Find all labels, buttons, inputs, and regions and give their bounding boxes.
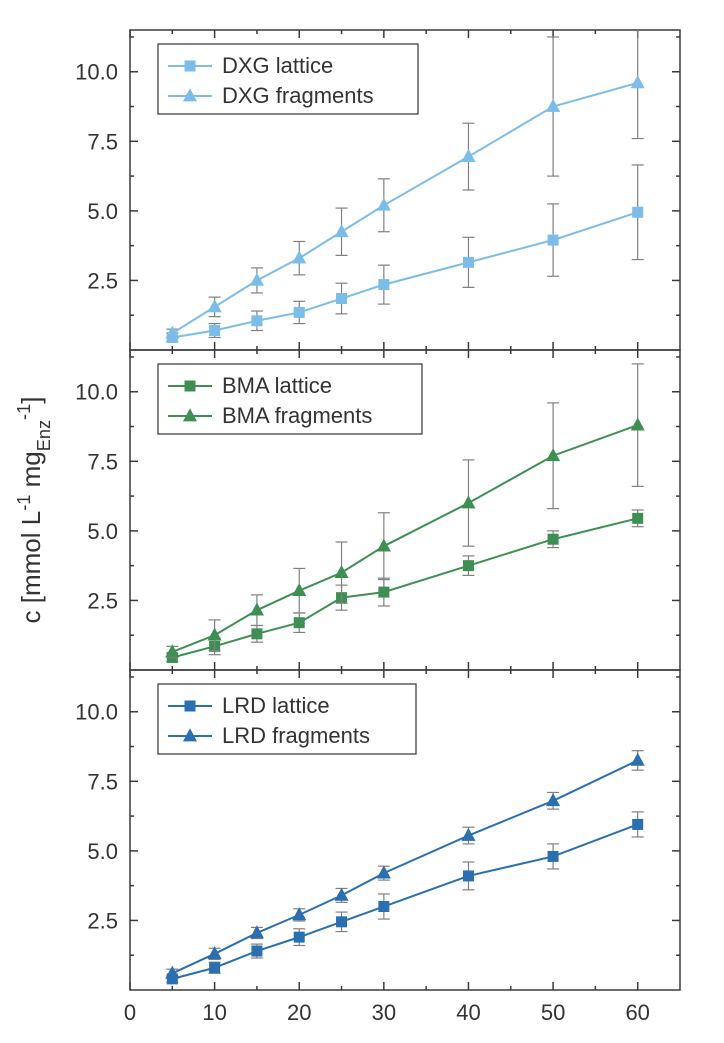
svg-text:LRD lattice: LRD lattice [222,693,330,718]
svg-text:7.5: 7.5 [87,449,118,474]
svg-text:7.5: 7.5 [87,769,118,794]
svg-text:30: 30 [372,1000,396,1025]
chart-container: 2.5 5.0 7.5 10.0 DXG lattice DXG fragments 2.5… [0,0,724,1038]
svg-text:10.0: 10.0 [75,60,118,85]
svg-text:7.5: 7.5 [87,129,118,154]
svg-text:40: 40 [456,1000,480,1025]
svg-text:5.0: 5.0 [87,519,118,544]
svg-text:0: 0 [124,1000,136,1025]
svg-text:50: 50 [541,1000,565,1025]
svg-text:2.5: 2.5 [87,268,118,293]
svg-text:2.5: 2.5 [87,588,118,613]
svg-text:2.5: 2.5 [87,908,118,933]
svg-text:10: 10 [202,1000,226,1025]
svg-text:DXG lattice: DXG lattice [222,53,333,78]
svg-text:BMA lattice: BMA lattice [222,373,332,398]
svg-text:BMA fragments: BMA fragments [222,403,372,428]
svg-text:20: 20 [287,1000,311,1025]
svg-text:60: 60 [625,1000,649,1025]
svg-text:10.0: 10.0 [75,380,118,405]
svg-text:10.0: 10.0 [75,700,118,725]
svg-text:5.0: 5.0 [87,839,118,864]
svg-text:DXG fragments: DXG fragments [222,83,374,108]
svg-text:5.0: 5.0 [87,199,118,224]
svg-text:LRD fragments: LRD fragments [222,723,370,748]
